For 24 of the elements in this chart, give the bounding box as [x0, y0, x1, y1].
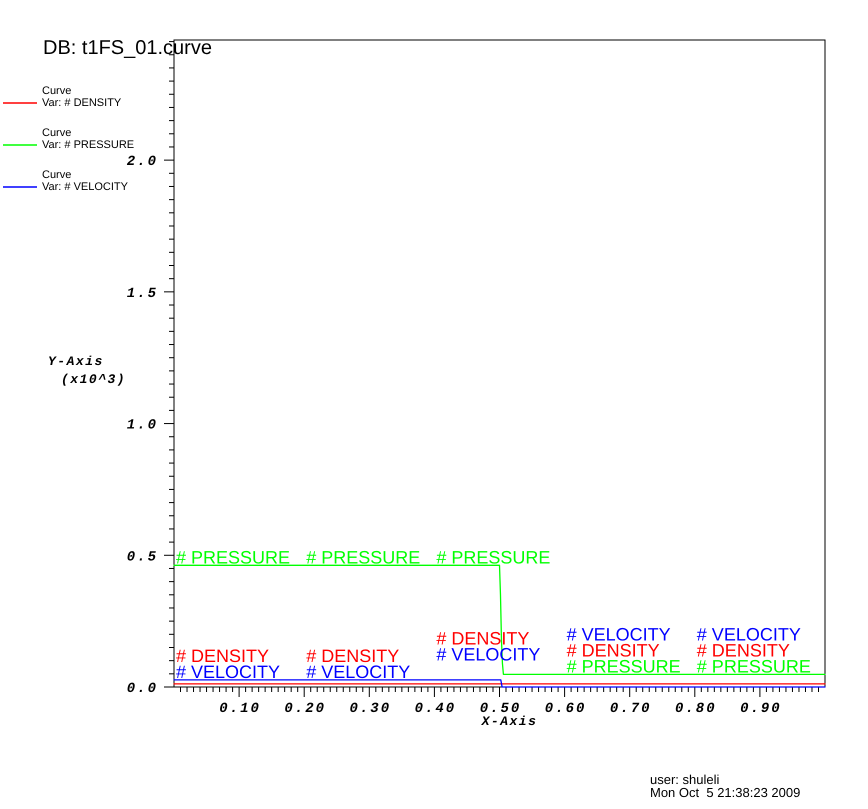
y-tick-label: 2.0	[126, 154, 158, 170]
x-tick-label: 0.10	[219, 701, 261, 717]
x-tick-label: 0.80	[674, 701, 717, 717]
y-tick-label: 0.0	[126, 681, 158, 697]
x-tick-label: 0.20	[284, 701, 326, 717]
x-tick-label: 0.50	[480, 701, 522, 717]
annotation: # PRESSURE	[176, 547, 290, 568]
legend-label: Curve Var: # PRESSURE	[42, 127, 134, 151]
x-tick-label: 0.30	[349, 701, 392, 717]
x-tick-label: 0.70	[610, 701, 652, 717]
x-axis-title: X-Axis	[480, 714, 538, 729]
legend-label: Curve Var: # DENSITY	[42, 85, 122, 109]
x-tick-label: 0.90	[740, 701, 782, 717]
y-tick-label: 0.5	[126, 549, 158, 566]
y-tick-label: 1.5	[126, 286, 158, 302]
text: Mon Oct 5 21:38:23 2009	[650, 785, 800, 800]
x-tick-label: 0.60	[544, 701, 586, 717]
x-tick-label: 0.40	[414, 701, 456, 717]
annotation: # PRESSURE	[306, 547, 420, 568]
y-tick-label: 1.0	[126, 418, 158, 434]
text: user: shuleli	[650, 772, 720, 787]
y-axis-title: Y-Axis (x10^3)	[48, 354, 126, 387]
annotation: # PRESSURE	[436, 547, 550, 568]
legend-label: Curve Var: # VELOCITY	[42, 169, 129, 193]
